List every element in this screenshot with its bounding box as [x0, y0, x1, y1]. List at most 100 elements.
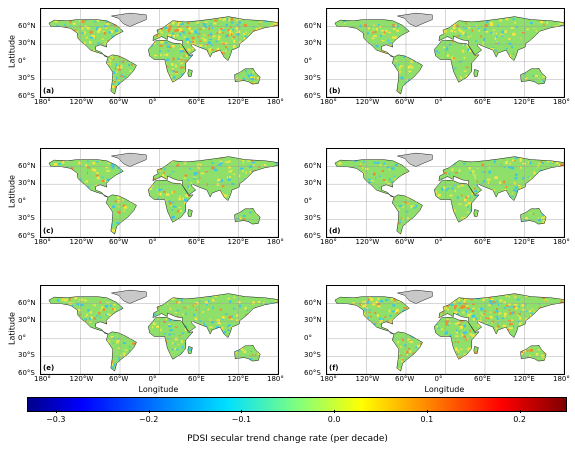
lon-tick-label: 0°	[434, 98, 443, 106]
lat-tick-label: 30°N	[304, 39, 322, 48]
map-frame: (a)	[40, 8, 279, 98]
lon-tick-label: 180°	[320, 98, 337, 106]
africa-coastline	[148, 39, 194, 83]
lat-tick-label: 60°N	[304, 298, 322, 307]
africa-coastline	[148, 316, 194, 360]
samerica-land	[392, 54, 423, 95]
eurasia-land	[152, 16, 278, 61]
lon-tick-label: 60°W	[395, 238, 415, 246]
colorbar-tick-mark	[148, 410, 150, 413]
madagascar-coastline	[473, 346, 479, 354]
lon-tick-label: 180°	[553, 375, 570, 383]
colorbar	[27, 397, 567, 412]
lat-tick-label: 0°	[18, 56, 26, 65]
lat-tick-label: 60°N	[304, 161, 322, 170]
lon-tick-label: 0°	[434, 375, 443, 383]
greenland-coastline	[397, 152, 433, 167]
madagascar-trend-texture	[188, 348, 193, 351]
colorbar-tick-label: −0.1	[231, 415, 252, 424]
lon-tick-label: 180°	[34, 238, 51, 246]
lon-tick-label: 60°E	[188, 375, 205, 383]
lon-tick-label: 120°E	[227, 238, 249, 246]
y-axis-label: Latitude	[7, 312, 17, 345]
panel-label: (c)	[43, 227, 54, 235]
lon-tick-label: 60°E	[474, 238, 491, 246]
eurasia-coastline	[438, 16, 564, 62]
namerica-coastline	[48, 296, 124, 335]
madagascar-coastline	[473, 69, 479, 77]
greenland-coastline	[397, 12, 433, 27]
australia-coastline	[234, 345, 261, 362]
namerica-land	[334, 159, 410, 198]
lon-tick-label: 60°W	[395, 375, 415, 383]
lon-tick-label: 180°	[320, 375, 337, 383]
lon-tick-label: 180°	[553, 98, 570, 106]
lon-tick-label: 0°	[148, 375, 157, 383]
madagascar-coastline	[473, 209, 479, 217]
greenland-coastline	[397, 289, 433, 304]
greenland-coastline	[111, 289, 147, 304]
eurasia-coastline	[152, 16, 278, 62]
samerica-coastline	[105, 331, 137, 372]
x-axis-label: Longitude	[138, 385, 179, 394]
lon-tick-label: 120°W	[355, 375, 380, 383]
lon-tick-label: 60°W	[109, 98, 129, 106]
lon-tick-label: 120°E	[513, 238, 535, 246]
lon-tick-label: 180°	[34, 98, 51, 106]
samerica-land	[106, 194, 137, 235]
lat-tick-label: 30°S	[304, 214, 321, 223]
lat-tick-label: 60°N	[18, 161, 36, 170]
panel-label: (d)	[329, 227, 341, 235]
lat-tick-label: 60°S	[304, 92, 321, 100]
madagascar-coastline	[187, 69, 193, 77]
lat-tick-label: 60°S	[304, 232, 321, 240]
lon-tick-label: 120°W	[355, 98, 380, 106]
namerica-coastline	[48, 19, 124, 58]
map-frame: (f)	[326, 285, 565, 375]
samerica-coastline	[105, 54, 137, 95]
map-frame: (d)	[326, 148, 565, 238]
samerica-coastline	[391, 54, 423, 95]
y-axis-label: Latitude	[7, 175, 17, 208]
colorbar-tick-mark	[55, 410, 57, 413]
lon-tick-label: 60°E	[474, 98, 491, 106]
samerica-land	[106, 331, 137, 372]
namerica-coastline	[334, 19, 410, 58]
australia-land	[234, 208, 261, 225]
lon-tick-label: 120°W	[69, 238, 94, 246]
lon-tick-label: 180°	[553, 238, 570, 246]
x-axis-label: Longitude	[424, 385, 465, 394]
lat-tick-label: 30°S	[18, 74, 35, 83]
panel-label: (e)	[43, 364, 55, 372]
lon-tick-label: 60°E	[188, 238, 205, 246]
lon-tick-label: 0°	[148, 98, 157, 106]
madagascar-coastline	[187, 209, 193, 217]
namerica-coastline	[48, 159, 124, 198]
lat-tick-label: 0°	[304, 56, 312, 65]
samerica-coastline	[105, 194, 137, 235]
lat-tick-label: 30°N	[18, 39, 36, 48]
lon-tick-label: 180°	[267, 238, 284, 246]
namerica-land	[334, 296, 410, 335]
eurasia-coastline	[152, 293, 278, 339]
australia-coastline	[520, 208, 547, 225]
lat-tick-label: 60°S	[18, 369, 35, 377]
world-map	[327, 286, 564, 374]
lon-tick-label: 120°E	[227, 375, 249, 383]
panel-label: (a)	[43, 87, 55, 95]
lat-tick-label: 0°	[304, 196, 312, 205]
map-frame: (b)	[326, 8, 565, 98]
world-map	[327, 9, 564, 97]
lon-tick-label: 180°	[320, 238, 337, 246]
greenland-coastline	[111, 152, 147, 167]
lon-tick-label: 120°W	[355, 238, 380, 246]
africa-coastline	[434, 179, 480, 223]
lat-tick-label: 30°N	[304, 316, 322, 325]
eurasia-coastline	[152, 156, 278, 202]
lat-tick-label: 60°N	[18, 21, 36, 30]
lon-tick-label: 120°E	[227, 98, 249, 106]
eurasia-land	[152, 293, 278, 338]
lon-tick-label: 120°E	[513, 98, 535, 106]
australia-coastline	[234, 208, 261, 225]
lon-tick-label: 60°E	[474, 375, 491, 383]
